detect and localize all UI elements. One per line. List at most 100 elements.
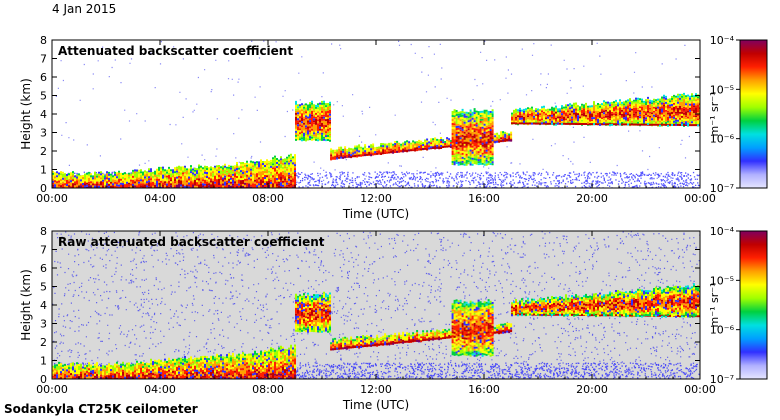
colorbar (739, 230, 768, 380)
panel-title: Attenuated backscatter coefficient (58, 44, 293, 58)
feature-cells (511, 94, 700, 127)
feature-cells (62, 373, 296, 379)
feature-cloud (295, 100, 331, 142)
feature-cells (295, 102, 331, 141)
feature-cells (54, 366, 296, 379)
feature-cells (52, 167, 296, 188)
x-axis-label: Time (UTC) (342, 207, 409, 221)
y-tick-label: 3 (40, 318, 47, 331)
feature-cells (330, 131, 513, 156)
feature-cloud (295, 291, 331, 333)
feature-cells (453, 111, 494, 166)
feature-cells (52, 182, 294, 188)
y-tick-label: 5 (40, 281, 47, 294)
x-tick-label: 04:00 (144, 192, 176, 205)
x-tick-label: 08:00 (252, 192, 284, 205)
colorbar-tick-label: 10⁻⁴ (710, 225, 735, 238)
feature-cells (451, 309, 494, 348)
colorbar (739, 39, 768, 189)
colorbar-tick-label: 10⁻⁶ (710, 324, 735, 337)
feature-cells (513, 97, 700, 124)
y-tick-label: 8 (40, 34, 47, 47)
y-tick-label: 3 (40, 127, 47, 140)
x-tick-label: 04:00 (144, 383, 176, 396)
y-axis-label: Height (km) (19, 269, 33, 340)
colorbar-tick-label: 10⁻⁷ (710, 373, 734, 386)
ground-noise (52, 362, 700, 379)
feature-cells (451, 306, 494, 352)
feature-cells (52, 344, 296, 375)
feature-cells (338, 324, 509, 344)
colorbar-label: m⁻¹ sr⁻¹ (708, 92, 721, 137)
x-tick-label: 20:00 (576, 383, 608, 396)
colorbar-tick-label: 10⁻⁶ (710, 133, 735, 146)
feature-cells (52, 350, 296, 379)
feature-cloud (451, 108, 494, 166)
y-tick-label: 2 (40, 336, 47, 349)
feature-cells (455, 126, 494, 148)
panel-raw-attenuated-backscatter: 00:00 04:00 08:00 12:00 16:00 20:00 00:0001234… (19, 225, 768, 412)
feature-cells (295, 109, 331, 135)
x-tick-label: 16:00 (468, 383, 500, 396)
feature-cells (52, 158, 296, 188)
feature-cells (451, 116, 494, 160)
feature-cells (295, 294, 331, 333)
y-tick-label: 4 (40, 108, 47, 121)
feature-boundary-layer (52, 153, 296, 188)
feature-cells (511, 285, 700, 318)
feature-cells (511, 289, 700, 315)
x-tick-label: 12:00 (360, 192, 392, 205)
feature-cells (451, 319, 494, 342)
feature-cells (295, 300, 331, 329)
y-tick-label: 0 (40, 182, 47, 195)
x-tick-label: 20:00 (576, 192, 608, 205)
y-tick-label: 5 (40, 90, 47, 103)
feature-cells (330, 135, 511, 161)
feature-cells (451, 300, 494, 357)
noise-speckle (52, 231, 700, 379)
x-tick-label: 00:00 (36, 192, 68, 205)
feature-cells (295, 104, 331, 141)
feature-cells (336, 132, 507, 160)
instrument-label: Sodankyla CT25K ceilometer (4, 402, 198, 416)
x-tick-label: 00:00 (36, 383, 68, 396)
feature-cells (295, 291, 331, 333)
y-tick-label: 7 (40, 53, 47, 66)
colorbar-tick-label: 10⁻⁵ (710, 83, 734, 96)
feature-cells (519, 96, 695, 126)
y-tick-label: 6 (40, 71, 47, 84)
x-tick-label: 08:00 (252, 383, 284, 396)
feature-boundary-layer (52, 344, 296, 379)
y-tick-label: 4 (40, 299, 47, 312)
panel-title: Raw attenuated backscatter coefficient (58, 235, 325, 249)
feature-cloud (451, 299, 494, 357)
feature-upper-cloud-layer (511, 92, 700, 127)
y-tick-label: 2 (40, 145, 47, 158)
feature-cells (451, 299, 494, 357)
y-tick-label: 1 (40, 355, 47, 368)
x-axis-label: Time (UTC) (342, 398, 409, 412)
feature-cells (52, 358, 296, 379)
feature-cells (297, 292, 331, 333)
x-tick-label: 00:00 (684, 192, 716, 205)
feature-cells (511, 96, 700, 127)
x-tick-label: 00:00 (684, 383, 716, 396)
feature-upper-cloud-layer (511, 283, 700, 318)
panel-attenuated-backscatter: 00:00 04:00 08:00 12:00 16:00 20:00 00:0001234… (19, 34, 768, 221)
y-tick-label: 1 (40, 164, 47, 177)
feature-cells (451, 120, 494, 156)
feature-cells (52, 160, 296, 188)
y-axis-label: Height (km) (19, 78, 33, 149)
x-tick-label: 16:00 (468, 192, 500, 205)
feature-cells (451, 303, 494, 355)
y-tick-label: 0 (40, 373, 47, 386)
feature-cells (519, 285, 700, 318)
plot-date: 4 Jan 2015 (52, 2, 117, 16)
heatmap-field (52, 231, 700, 379)
colorbar-tick-label: 10⁻⁴ (710, 34, 735, 47)
feature-cells (295, 100, 331, 142)
y-tick-label: 8 (40, 225, 47, 238)
feature-cells (52, 346, 296, 377)
feature-cells (451, 299, 494, 357)
